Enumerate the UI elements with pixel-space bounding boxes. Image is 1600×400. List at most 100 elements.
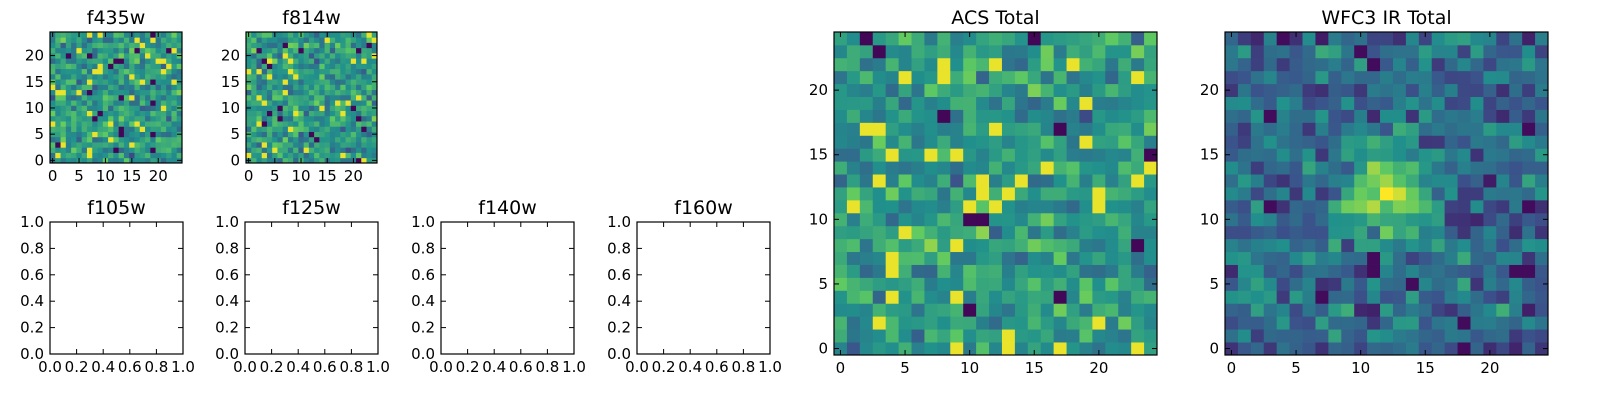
heatmap-cell bbox=[1509, 174, 1523, 188]
heatmap-cell bbox=[129, 73, 135, 80]
heatmap-cell bbox=[1470, 277, 1484, 291]
heatmap-cell bbox=[340, 100, 346, 106]
heatmap-cell bbox=[81, 142, 88, 148]
heatmap-cell bbox=[308, 94, 315, 101]
heatmap-cell bbox=[1053, 83, 1067, 97]
heatmap-cell bbox=[1014, 32, 1029, 46]
heatmap-cell bbox=[266, 94, 273, 101]
heatmap-cell bbox=[113, 152, 120, 159]
x-tick-label: 10 bbox=[960, 359, 979, 377]
heatmap-cell bbox=[134, 157, 141, 164]
heatmap-cell bbox=[308, 63, 315, 70]
heatmap-cell bbox=[1367, 238, 1381, 253]
heatmap-cell bbox=[1354, 161, 1368, 175]
heatmap-cell bbox=[102, 100, 109, 106]
heatmap-cell bbox=[319, 115, 325, 122]
heatmap-cell bbox=[898, 264, 912, 278]
heatmap-cell bbox=[1457, 277, 1471, 291]
heatmap-cell bbox=[859, 238, 874, 253]
heatmap-cell bbox=[166, 63, 172, 70]
heatmap-cell bbox=[361, 131, 367, 138]
heatmap-cell bbox=[872, 96, 887, 110]
heatmap-cell bbox=[1131, 342, 1145, 356]
heatmap-cell bbox=[282, 37, 289, 43]
heatmap-cell bbox=[1522, 161, 1536, 175]
heatmap-cell bbox=[1315, 238, 1329, 253]
heatmap-cell bbox=[113, 37, 120, 43]
heatmap-cell bbox=[1053, 70, 1067, 85]
heatmap-cell bbox=[308, 42, 315, 49]
heatmap-cell bbox=[356, 105, 362, 111]
heatmap-cell bbox=[1341, 303, 1355, 317]
heatmap-cell bbox=[1237, 316, 1252, 330]
heatmap-cell bbox=[134, 52, 141, 59]
heatmap-cell bbox=[266, 110, 273, 117]
x-tick-label: 1.0 bbox=[758, 358, 782, 376]
heatmap-cell bbox=[1250, 187, 1265, 201]
heatmap-cell bbox=[118, 121, 125, 127]
heatmap-cell bbox=[1431, 342, 1446, 356]
heatmap-cell bbox=[937, 32, 951, 46]
heatmap-cell bbox=[366, 32, 373, 38]
heatmap-cell bbox=[176, 63, 183, 70]
heatmap-cell bbox=[1105, 225, 1119, 240]
heatmap-cell bbox=[1302, 251, 1316, 265]
heatmap-cell bbox=[1328, 109, 1342, 123]
heatmap-cell bbox=[1302, 238, 1316, 253]
heatmap-cell bbox=[872, 109, 887, 123]
heatmap-cell bbox=[1470, 148, 1484, 162]
heatmap-cell bbox=[989, 303, 1003, 317]
heatmap-cell bbox=[113, 136, 120, 143]
heatmap-cell bbox=[911, 264, 925, 278]
heatmap-cell bbox=[1367, 174, 1381, 188]
heatmap-cell bbox=[97, 152, 104, 159]
heatmap-cell bbox=[1250, 290, 1265, 304]
heatmap-cell bbox=[86, 152, 93, 159]
heatmap-cell bbox=[1302, 199, 1316, 214]
heatmap-cell bbox=[1380, 135, 1394, 149]
heatmap-cell bbox=[340, 63, 346, 70]
heatmap-cell bbox=[1509, 264, 1523, 278]
heatmap-cell bbox=[287, 115, 294, 122]
y-tick-label: 0.2 bbox=[215, 319, 239, 337]
heatmap-cell bbox=[924, 109, 938, 123]
heatmap-cell bbox=[118, 47, 125, 54]
heatmap-cell bbox=[1328, 342, 1342, 356]
heatmap-cell bbox=[86, 84, 93, 91]
heatmap-cell bbox=[1225, 251, 1239, 265]
heatmap-cell bbox=[92, 126, 98, 132]
heatmap-cell bbox=[963, 174, 977, 188]
heatmap-cell bbox=[277, 58, 284, 64]
heatmap-cell bbox=[859, 122, 874, 136]
heatmap-cell bbox=[282, 42, 289, 49]
heatmap-cell bbox=[246, 73, 252, 80]
heatmap-cell bbox=[1276, 96, 1290, 110]
y-tick-label: 20 bbox=[1200, 81, 1219, 99]
heatmap-cell bbox=[1131, 174, 1145, 188]
heatmap-cell bbox=[308, 73, 315, 80]
heatmap-cell bbox=[246, 84, 252, 91]
heatmap-cell bbox=[1250, 57, 1265, 72]
heatmap-cell bbox=[366, 147, 373, 153]
heatmap-cell bbox=[319, 37, 325, 43]
heatmap-cell bbox=[298, 79, 305, 85]
heatmap-cell bbox=[166, 73, 172, 80]
heatmap-cell bbox=[86, 121, 93, 127]
heatmap-cell bbox=[266, 142, 273, 148]
heatmap-cell bbox=[1225, 277, 1239, 291]
heatmap-cell bbox=[314, 152, 320, 159]
heatmap-cell bbox=[251, 68, 257, 75]
heatmap-cell bbox=[885, 199, 899, 214]
heatmap-cell bbox=[1483, 83, 1497, 97]
heatmap-cell bbox=[1483, 96, 1497, 110]
heatmap-cell bbox=[1066, 96, 1080, 110]
heatmap-cell bbox=[1328, 316, 1342, 330]
heatmap-cell bbox=[1001, 187, 1016, 201]
heatmap-cell bbox=[350, 115, 357, 122]
heatmap-cell bbox=[1302, 264, 1316, 278]
heatmap-cell bbox=[1302, 329, 1316, 343]
heatmap-cell bbox=[1263, 161, 1278, 175]
heatmap-cell bbox=[272, 47, 278, 54]
heatmap-cell bbox=[335, 100, 341, 106]
heatmap-cell bbox=[108, 63, 114, 70]
